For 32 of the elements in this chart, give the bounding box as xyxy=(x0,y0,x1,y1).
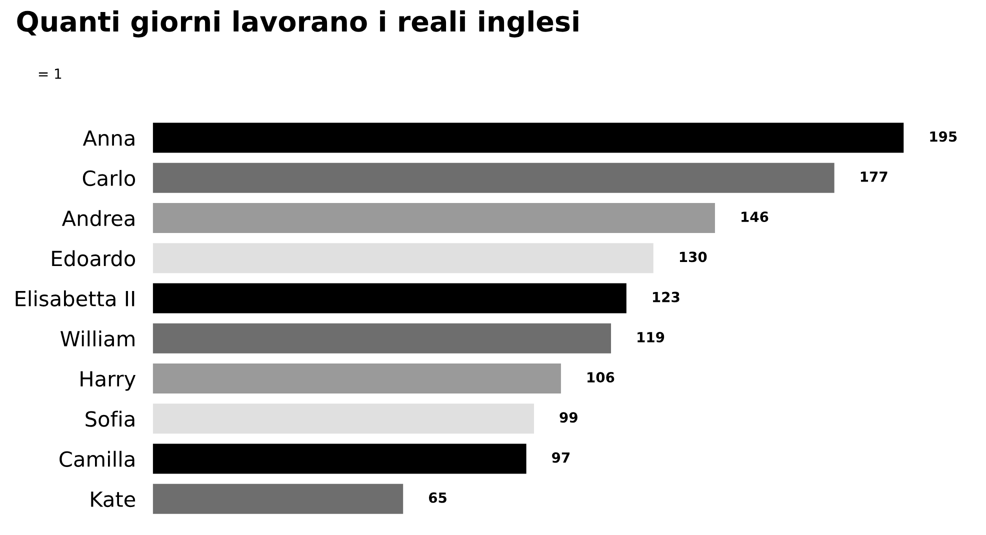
y-tick-label: Camilla xyxy=(60,450,134,467)
data-label: 99 xyxy=(560,412,578,423)
bar xyxy=(152,484,404,514)
data-label: 177 xyxy=(860,172,888,182)
bar xyxy=(152,444,526,474)
data-label: 130 xyxy=(680,252,707,262)
y-tick-label: Edoardo xyxy=(52,250,136,266)
y-tick-label: Carlo xyxy=(82,170,136,186)
data-label: 97 xyxy=(552,452,570,463)
y-tick-label: Andrea xyxy=(62,210,134,226)
bar xyxy=(152,283,626,314)
data-label: 146 xyxy=(742,212,768,222)
bar xyxy=(152,243,654,274)
bar xyxy=(152,363,561,394)
text: = 1 xyxy=(38,68,62,79)
bar xyxy=(152,323,612,354)
data-label: 119 xyxy=(638,332,664,342)
data-label: 65 xyxy=(428,492,446,503)
data-label: 106 xyxy=(588,372,614,383)
chart-title: Quanti giorni lavorano i reali inglesi xyxy=(17,10,578,38)
bar xyxy=(152,202,715,234)
bar xyxy=(152,162,834,193)
y-tick-label: William xyxy=(60,330,134,347)
y-tick-label: Kate xyxy=(91,492,136,508)
data-label: 123 xyxy=(652,292,680,302)
data-label: 195 xyxy=(930,131,957,142)
bar xyxy=(152,404,534,434)
y-tick-label: Harry xyxy=(80,371,136,391)
y-tick-label: Sofia xyxy=(86,410,134,427)
bar xyxy=(152,122,904,153)
y-tick-label: Elisabetta II xyxy=(16,290,134,306)
y-tick-label: Anna xyxy=(82,130,134,146)
